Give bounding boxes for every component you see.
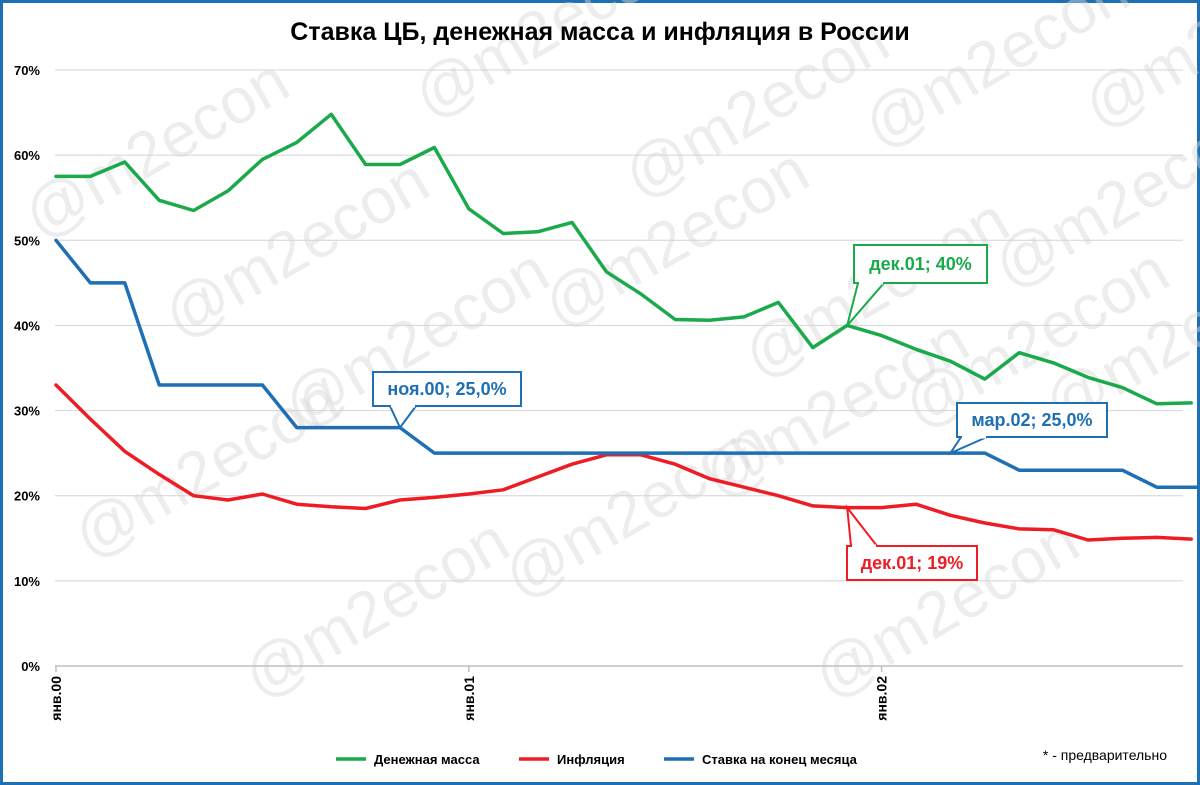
- callout-label: дек.01; 19%: [861, 553, 964, 573]
- y-tick-label: 50%: [14, 233, 40, 248]
- y-tick-label: 20%: [14, 489, 40, 504]
- grid-layer: [55, 69, 1183, 667]
- y-tick-label: 60%: [14, 148, 40, 163]
- callout-label: дек.01; 40%: [869, 254, 972, 274]
- callout-box: [372, 371, 522, 407]
- watermark-text: @m2econ: [61, 363, 350, 572]
- watermark-text: @m2econ: [231, 503, 520, 712]
- watermark-layer: @m2econ@m2econ@m2econ@m2econ@m2econ@m2ec…: [11, 0, 1200, 712]
- series-lines: [54, 112, 1200, 542]
- watermark-text: @m2econ: [11, 43, 300, 252]
- callout-box: [853, 244, 988, 284]
- annotation-callouts: дек.01; 40% ноя.00; 25,0% мар.02; 25,0% дек…: [372, 244, 1108, 581]
- legend: Денежная масса Инфляция Ставка на конец ме…: [336, 752, 858, 767]
- footnote: * - предварительно: [1043, 747, 1167, 763]
- watermark-text: @m2econ: [801, 503, 1090, 712]
- callout-label: мар.02; 25,0%: [971, 410, 1092, 430]
- callout-box: [956, 402, 1108, 438]
- x-tick-label: янв.01: [461, 676, 477, 721]
- x-tick-label: янв.02: [874, 676, 890, 721]
- x-axis: янв.00 янв.01 янв.02: [48, 665, 1183, 721]
- y-axis: 0% 10% 20% 30% 40% 50% 60% 70%: [14, 63, 40, 674]
- chart-title: Ставка ЦБ, денежная масса и инфляция в Р…: [290, 18, 909, 46]
- callout-pointer: [845, 504, 880, 547]
- legend-label-0: Денежная масса: [374, 752, 480, 767]
- legend-label-1: Инфляция: [557, 752, 625, 767]
- callout-pointer: [388, 405, 418, 430]
- y-tick-label: 40%: [14, 318, 40, 333]
- callout-label: ноя.00; 25,0%: [387, 379, 506, 399]
- y-tick-label: 0%: [21, 659, 40, 674]
- y-tick-label: 30%: [14, 404, 40, 419]
- series-line-0: [54, 112, 1193, 406]
- x-tick-label: янв.00: [48, 676, 64, 721]
- y-tick-label: 70%: [14, 63, 40, 78]
- legend-label-2: Ставка на конец месяца: [702, 752, 858, 767]
- series-line-2: [54, 238, 1200, 489]
- y-tick-label: 10%: [14, 574, 40, 589]
- callout-box: [846, 545, 978, 581]
- callout-pointer: [947, 436, 988, 456]
